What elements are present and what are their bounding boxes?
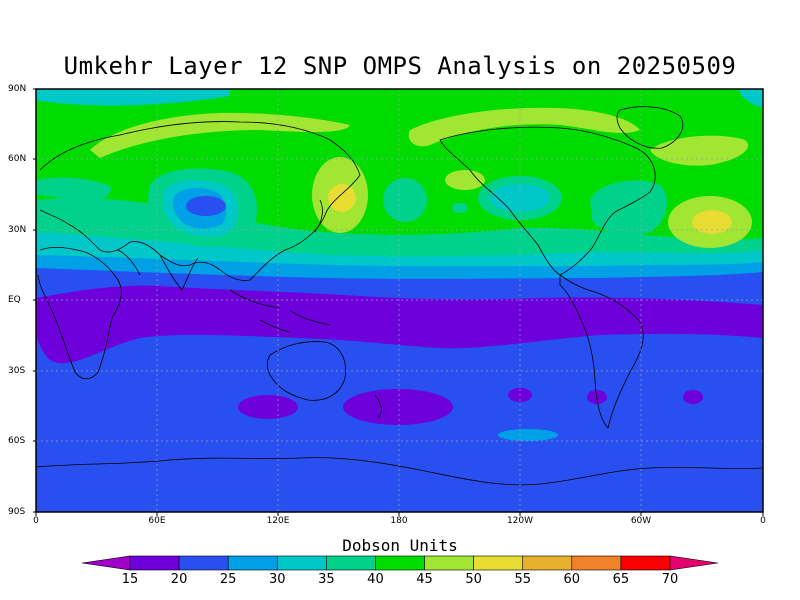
coastlines [36,106,763,486]
colorbar-swatch [129,555,180,571]
colorbar-swatch [522,555,573,571]
x-tick-label: 120W [506,516,534,526]
colorbar-swatch [81,555,131,571]
x-tick-label: 0 [33,516,39,526]
colorbar-swatch [227,555,278,571]
y-tick-label: 30S [8,366,26,376]
y-tick-label: EQ [8,295,21,305]
colorbar-label: 25 [219,572,237,587]
graticule [36,89,763,512]
x-tick-label: 60E [148,516,166,526]
y-tick-label: 30N [8,225,27,235]
colorbar-swatch [620,555,671,571]
colorbar-swatch [424,555,474,571]
colorbar-label: 20 [170,572,188,587]
colorbar-label: 70 [661,572,679,587]
colorbar-label: 30 [268,572,286,587]
x-tick-label: 60W [630,516,652,526]
colorbar-label: 65 [612,572,630,587]
tick-marks [33,88,764,516]
colorbar-label: 40 [367,572,384,587]
colorbar-swatch [276,555,327,571]
x-tick-label: 0 [760,516,766,526]
colorbar-label: 15 [121,572,139,587]
colorbar-label: 35 [318,572,335,587]
y-tick-label: 90S [8,507,26,517]
x-tick-label: 180 [390,516,408,526]
colorbar-swatch [473,555,524,571]
colorbar-label: 45 [416,572,433,587]
colorbar-swatch [178,555,229,571]
colorbar-swatch [375,555,425,571]
y-tick-label: 60S [8,436,26,446]
colorbar-label: 50 [465,572,482,587]
colorbar-swatch [326,555,376,571]
colorbar-label: 60 [563,572,581,587]
colorbar-swatch [669,555,719,571]
x-tick-label: 120E [266,516,290,526]
y-tick-label: 60N [8,154,27,164]
y-tick-label: 90N [8,84,27,94]
colorbar-title: Dobson Units [342,536,458,555]
colorbar-label: 55 [514,572,531,587]
colorbar [81,555,719,571]
colorbar-swatch [571,555,622,571]
page-title: Umkehr Layer 12 SNP OMPS Analysis on 202… [63,52,737,80]
ozone-contour-field [36,89,763,512]
